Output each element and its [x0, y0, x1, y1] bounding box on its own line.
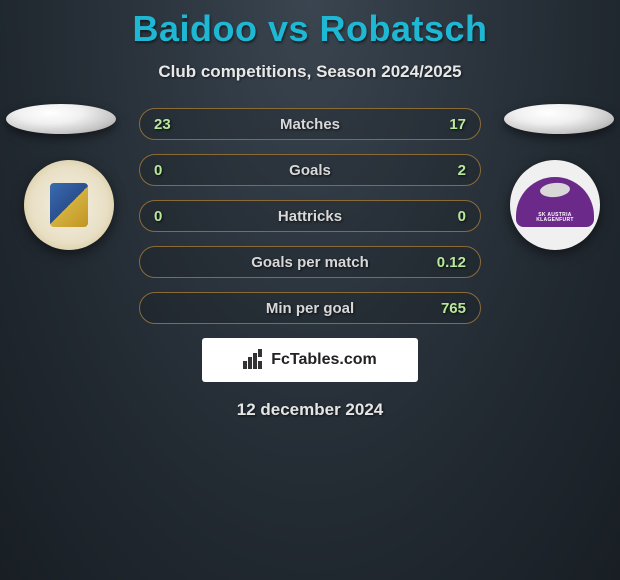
footer-date: 12 december 2024 [0, 400, 620, 420]
page-title: Baidoo vs Robatsch [0, 0, 620, 50]
stat-label: Goals [289, 162, 331, 179]
stat-label: Hattricks [278, 208, 342, 225]
stats-list: 23 Matches 17 0 Goals 2 0 Hattricks 0 Go… [139, 108, 481, 324]
stat-row-matches: 23 Matches 17 [139, 108, 481, 140]
comparison-panel: SK AUSTRIA KLAGENFURT 23 Matches 17 0 Go… [0, 108, 620, 420]
brand-text: FcTables.com [271, 351, 377, 369]
stat-row-hattricks: 0 Hattricks 0 [139, 200, 481, 232]
stat-row-goals: 0 Goals 2 [139, 154, 481, 186]
stat-label: Matches [280, 116, 340, 133]
stat-left-value: 0 [154, 162, 184, 179]
club-badge-left [24, 160, 114, 250]
club-badge-right-text: SK AUSTRIA KLAGENFURT [536, 213, 573, 223]
stat-right-value: 17 [436, 116, 466, 133]
club-badge-right-inner: SK AUSTRIA KLAGENFURT [516, 177, 594, 227]
bar-chart-icon [243, 351, 265, 369]
stat-row-min-per-goal: Min per goal 765 [139, 292, 481, 324]
player-left-photo [6, 104, 116, 134]
stat-row-goals-per-match: Goals per match 0.12 [139, 246, 481, 278]
stat-label: Min per goal [266, 300, 354, 317]
stat-label: Goals per match [251, 254, 369, 271]
stat-right-value: 2 [436, 162, 466, 179]
club-badge-right: SK AUSTRIA KLAGENFURT [510, 160, 600, 250]
brand-attribution[interactable]: FcTables.com [202, 338, 418, 382]
player-right-photo [504, 104, 614, 134]
stat-left-value: 0 [154, 208, 184, 225]
stat-left-value: 23 [154, 116, 184, 133]
stat-right-value: 0 [436, 208, 466, 225]
stat-right-value: 0.12 [436, 254, 466, 271]
stat-right-value: 765 [436, 300, 466, 317]
page-subtitle: Club competitions, Season 2024/2025 [0, 62, 620, 82]
